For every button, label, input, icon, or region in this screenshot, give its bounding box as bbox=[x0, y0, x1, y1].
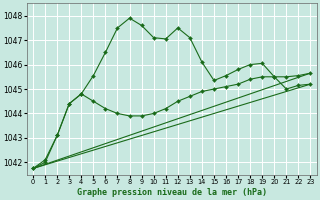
X-axis label: Graphe pression niveau de la mer (hPa): Graphe pression niveau de la mer (hPa) bbox=[77, 188, 267, 197]
